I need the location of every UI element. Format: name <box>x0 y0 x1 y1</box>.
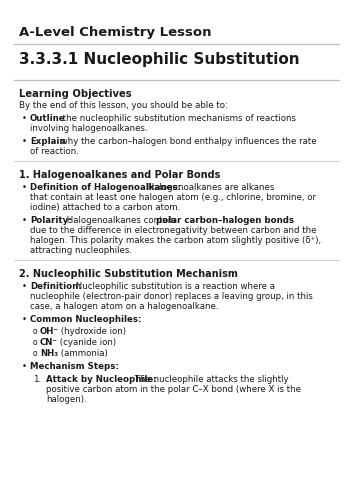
Text: that contain at least one halogen atom (e.g., chlorine, bromine, or: that contain at least one halogen atom (… <box>30 193 316 202</box>
Text: Outline: Outline <box>30 114 66 123</box>
Text: nucleophile (electron-pair donor) replaces a leaving group, in this: nucleophile (electron-pair donor) replac… <box>30 292 313 301</box>
Text: By the end of this lesson, you should be able to:: By the end of this lesson, you should be… <box>19 101 228 110</box>
Text: •: • <box>22 362 27 371</box>
Text: Attack by Nucleophile:: Attack by Nucleophile: <box>46 375 157 384</box>
Text: Definition:: Definition: <box>30 282 82 291</box>
Text: 2. Nucleophilic Substitution Mechanism: 2. Nucleophilic Substitution Mechanism <box>19 269 238 279</box>
Text: o: o <box>33 338 38 347</box>
Text: Polarity:: Polarity: <box>30 216 72 225</box>
Text: •: • <box>22 183 27 192</box>
Text: o: o <box>33 327 38 336</box>
Text: 3.3.3.1 Nucleophilic Substitution: 3.3.3.1 Nucleophilic Substitution <box>19 52 300 67</box>
Text: (hydroxide ion): (hydroxide ion) <box>58 327 126 336</box>
Text: due to the difference in electronegativity between carbon and the: due to the difference in electronegativi… <box>30 226 317 235</box>
Text: halogen. This polarity makes the carbon atom slightly positive (δ⁺),: halogen. This polarity makes the carbon … <box>30 236 321 245</box>
Text: The nucleophile attacks the slightly: The nucleophile attacks the slightly <box>132 375 289 384</box>
Text: A-Level Chemistry Lesson: A-Level Chemistry Lesson <box>19 26 211 39</box>
Text: •: • <box>22 216 27 225</box>
Text: (cyanide ion): (cyanide ion) <box>57 338 116 347</box>
Text: Mechanism Steps:: Mechanism Steps: <box>30 362 119 371</box>
Text: involving halogenoalkanes.: involving halogenoalkanes. <box>30 124 148 133</box>
Text: 1.: 1. <box>33 375 41 384</box>
Text: of reaction.: of reaction. <box>30 147 79 156</box>
Text: halogen).: halogen). <box>46 395 86 404</box>
Text: the nucleophilic substitution mechanisms of reactions: the nucleophilic substitution mechanisms… <box>60 114 296 123</box>
Text: polar carbon–halogen bonds: polar carbon–halogen bonds <box>156 216 294 225</box>
Text: NH₃: NH₃ <box>40 349 58 358</box>
Text: case, a halogen atom on a halogenoalkane.: case, a halogen atom on a halogenoalkane… <box>30 302 219 311</box>
Text: Halogenoalkanes are alkanes: Halogenoalkanes are alkanes <box>145 183 274 192</box>
Text: •: • <box>22 114 27 123</box>
Text: CN⁻: CN⁻ <box>40 338 58 347</box>
Text: 1. Halogenoalkanes and Polar Bonds: 1. Halogenoalkanes and Polar Bonds <box>19 170 220 180</box>
Text: positive carbon atom in the polar C–X bond (where X is the: positive carbon atom in the polar C–X bo… <box>46 385 301 394</box>
Text: •: • <box>22 282 27 291</box>
Text: o: o <box>33 349 38 358</box>
Text: Explain: Explain <box>30 137 66 146</box>
Text: attracting nucleophiles.: attracting nucleophiles. <box>30 246 132 255</box>
Text: •: • <box>22 315 27 324</box>
Text: •: • <box>22 137 27 146</box>
Text: Halogenoalkanes contain: Halogenoalkanes contain <box>64 216 178 225</box>
Text: Common Nucleophiles:: Common Nucleophiles: <box>30 315 142 324</box>
Text: Nucleophilic substitution is a reaction where a: Nucleophilic substitution is a reaction … <box>73 282 275 291</box>
Text: OH⁻: OH⁻ <box>40 327 59 336</box>
Text: (ammonia): (ammonia) <box>58 349 108 358</box>
Text: Definition of Halogenoalkanes:: Definition of Halogenoalkanes: <box>30 183 181 192</box>
Text: iodine) attached to a carbon atom.: iodine) attached to a carbon atom. <box>30 203 180 212</box>
Text: Learning Objectives: Learning Objectives <box>19 89 132 99</box>
Text: why the carbon–halogen bond enthalpy influences the rate: why the carbon–halogen bond enthalpy inf… <box>58 137 317 146</box>
